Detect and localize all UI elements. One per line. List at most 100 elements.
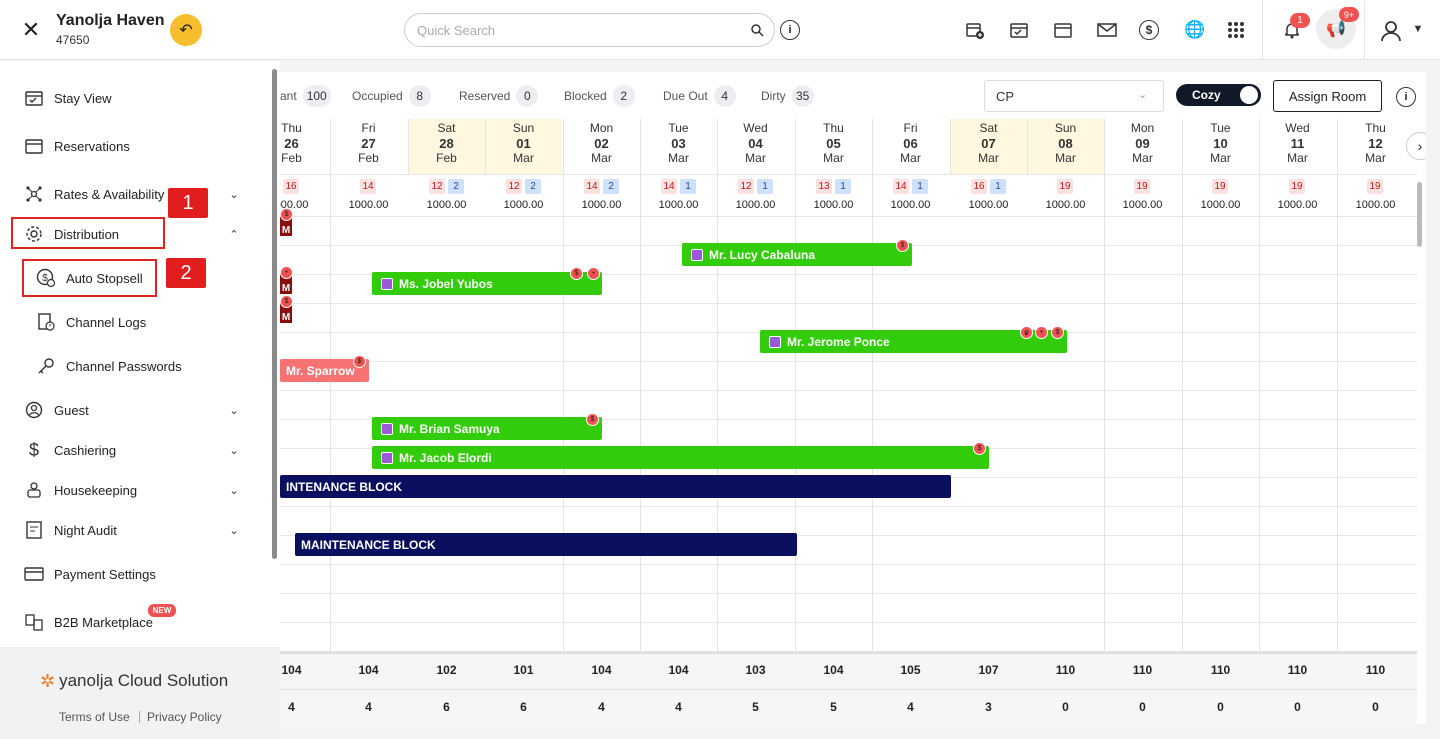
day-header[interactable]: Sat 07 Mar	[950, 121, 1027, 166]
sidebar-item-rates-availability[interactable]: Rates & Availability ⌄	[0, 175, 272, 213]
chevron-right-icon[interactable]: ›	[1406, 132, 1426, 160]
booking-label: Ms. Jobel Yubos	[399, 276, 493, 291]
month: Mar	[1210, 151, 1231, 165]
sidebar-item-b2b-marketplace[interactable]: B2B Marketplace	[0, 603, 272, 641]
day-number: 07	[981, 136, 996, 151]
chevron-down-icon[interactable]: ⌄	[229, 444, 239, 457]
chevron-down-icon[interactable]: ⌄	[229, 188, 239, 201]
search-input[interactable]	[404, 13, 775, 47]
booking-bar-sparrow[interactable]: Mr. Sparrow	[280, 359, 369, 382]
cashier-icon[interactable]: $	[1139, 20, 1159, 40]
rate-plan-select[interactable]: CP	[984, 80, 1164, 112]
stay-view-panel: ant 100 Occupied 8 Reserved 0 Blocked 2 Due …	[280, 72, 1426, 724]
day-of-week: Fri	[903, 121, 918, 135]
globe-icon[interactable]: 🌐	[1184, 20, 1206, 39]
available-count: 19	[1289, 179, 1305, 194]
assign-room-button[interactable]: Assign Room	[1273, 80, 1382, 112]
user-icon[interactable]	[1376, 16, 1406, 46]
sidebar-item-housekeeping[interactable]: Housekeeping ⌄	[0, 471, 272, 509]
guest-icon	[24, 400, 44, 420]
booked-count: 1	[835, 179, 851, 194]
sidebar-item-auto-stopsell[interactable]: $ Auto Stopsell	[0, 259, 272, 297]
day-header[interactable]: Thu 26 Feb	[280, 121, 330, 166]
booking-status-dot: $	[896, 239, 909, 252]
day-header[interactable]: Wed 04 Mar	[717, 121, 794, 166]
sidebar-item-payment-settings[interactable]: Payment Settings	[0, 555, 272, 593]
megaphone-icon[interactable]: 📢	[1316, 9, 1356, 49]
mail-icon[interactable]	[1095, 18, 1119, 42]
day-header[interactable]: Sun 01 Mar	[485, 121, 562, 166]
search-icon[interactable]	[748, 21, 766, 39]
back-icon[interactable]: ↶	[170, 14, 202, 46]
info-icon[interactable]: i	[780, 20, 800, 40]
day-header[interactable]: Wed 11 Mar	[1259, 121, 1336, 166]
chevron-down-icon[interactable]: ▼	[1412, 23, 1424, 35]
booking-bar-jobel[interactable]: Ms. Jobel Yubos	[372, 272, 602, 295]
day-header[interactable]: Tue 10 Mar	[1182, 121, 1259, 166]
sidebar-item-guest[interactable]: Guest ⌄	[0, 391, 272, 429]
chevron-down-icon[interactable]: ⌄	[1138, 89, 1148, 101]
sidebar-item-reservations[interactable]: Reservations	[0, 127, 272, 165]
info-icon[interactable]: i	[1396, 87, 1416, 107]
booked-count: 2	[525, 179, 541, 194]
sidebar-item-stay-view[interactable]: Stay View	[0, 79, 272, 117]
sidebar-item-night-audit[interactable]: Night Audit ⌄	[0, 511, 272, 549]
calendar-check-icon[interactable]	[1007, 18, 1031, 42]
total-rooms: 107	[978, 663, 999, 677]
close-icon[interactable]: ✕	[21, 17, 41, 42]
day-number: 02	[594, 136, 609, 151]
housekeeping-icon	[24, 480, 44, 500]
booking-bar-jacob[interactable]: Mr. Jacob Elordi	[372, 446, 989, 469]
day-header[interactable]: Mon 09 Mar	[1104, 121, 1181, 166]
day-header[interactable]: Fri 06 Mar	[872, 121, 949, 166]
stat-reserved: Reserved 0	[459, 85, 539, 107]
calendar-icon[interactable]	[1051, 18, 1075, 42]
stat-value: 8	[408, 85, 431, 107]
availability-cell: 19	[1367, 179, 1383, 194]
total-occupied: 6	[443, 700, 450, 714]
day-header[interactable]: Thu 12 Mar	[1337, 121, 1414, 166]
total-occupied: 5	[830, 700, 837, 714]
grid-row-line	[280, 216, 1417, 217]
booking-status-dot: •	[587, 267, 600, 280]
booking-bar-lucy[interactable]: Mr. Lucy Cabaluna	[682, 243, 912, 266]
building-icon	[381, 451, 393, 464]
add-reservation-icon[interactable]	[963, 18, 987, 42]
terms-link[interactable]: Terms of Use	[59, 710, 130, 724]
apps-grid-icon[interactable]	[1224, 18, 1248, 42]
stat-value: 35	[791, 85, 814, 107]
booking-status-dot: $	[353, 355, 366, 368]
booking-bar-jerome[interactable]: Mr. Jerome Ponce	[760, 330, 1067, 353]
day-header[interactable]: Sat 28 Feb	[408, 121, 485, 166]
stat-dirty: Dirty 35	[761, 85, 814, 107]
chevron-up-icon[interactable]: ⌃	[229, 228, 239, 241]
grid-scrollbar[interactable]	[1417, 182, 1422, 247]
rate-value: 1000.00	[1045, 199, 1086, 211]
total-rooms: 104	[668, 663, 689, 677]
day-header[interactable]: Mon 02 Mar	[563, 121, 640, 166]
rate-value: 1000.00	[968, 199, 1009, 211]
sidebar-item-channel-logs[interactable]: Channel Logs	[0, 303, 272, 341]
day-number: 05	[826, 136, 841, 151]
rate-value: 1000.00	[813, 199, 854, 211]
stat-value: 0	[516, 85, 539, 107]
day-header[interactable]: Thu 05 Mar	[795, 121, 872, 166]
booking-bar-block2[interactable]: MAINTENANCE BLOCK	[295, 533, 797, 556]
booking-bar-brian[interactable]: Mr. Brian Samuya	[372, 417, 602, 440]
sidebar-scrollbar[interactable]	[272, 69, 277, 559]
sidebar-item-cashiering[interactable]: $ Cashiering ⌄	[0, 431, 272, 469]
booking-bar-block1[interactable]: INTENANCE BLOCK	[280, 475, 951, 498]
day-header[interactable]: Fri 27 Feb	[330, 121, 407, 166]
booking-status-dot: ♛	[1020, 326, 1033, 339]
month: Mar	[1132, 151, 1153, 165]
day-header[interactable]: Sun 08 Mar	[1027, 121, 1104, 166]
day-header[interactable]: Tue 03 Mar	[640, 121, 717, 166]
total-occupied: 6	[520, 700, 527, 714]
sidebar-item-distribution[interactable]: Distribution ⌃	[0, 215, 272, 253]
chevron-down-icon[interactable]: ⌄	[229, 404, 239, 417]
sidebar-item-channel-passwords[interactable]: Channel Passwords	[0, 347, 272, 385]
chevron-down-icon[interactable]: ⌄	[229, 524, 239, 537]
view-toggle[interactable]: Cozy	[1176, 84, 1261, 106]
chevron-down-icon[interactable]: ⌄	[229, 484, 239, 497]
privacy-link[interactable]: Privacy Policy	[147, 710, 222, 724]
